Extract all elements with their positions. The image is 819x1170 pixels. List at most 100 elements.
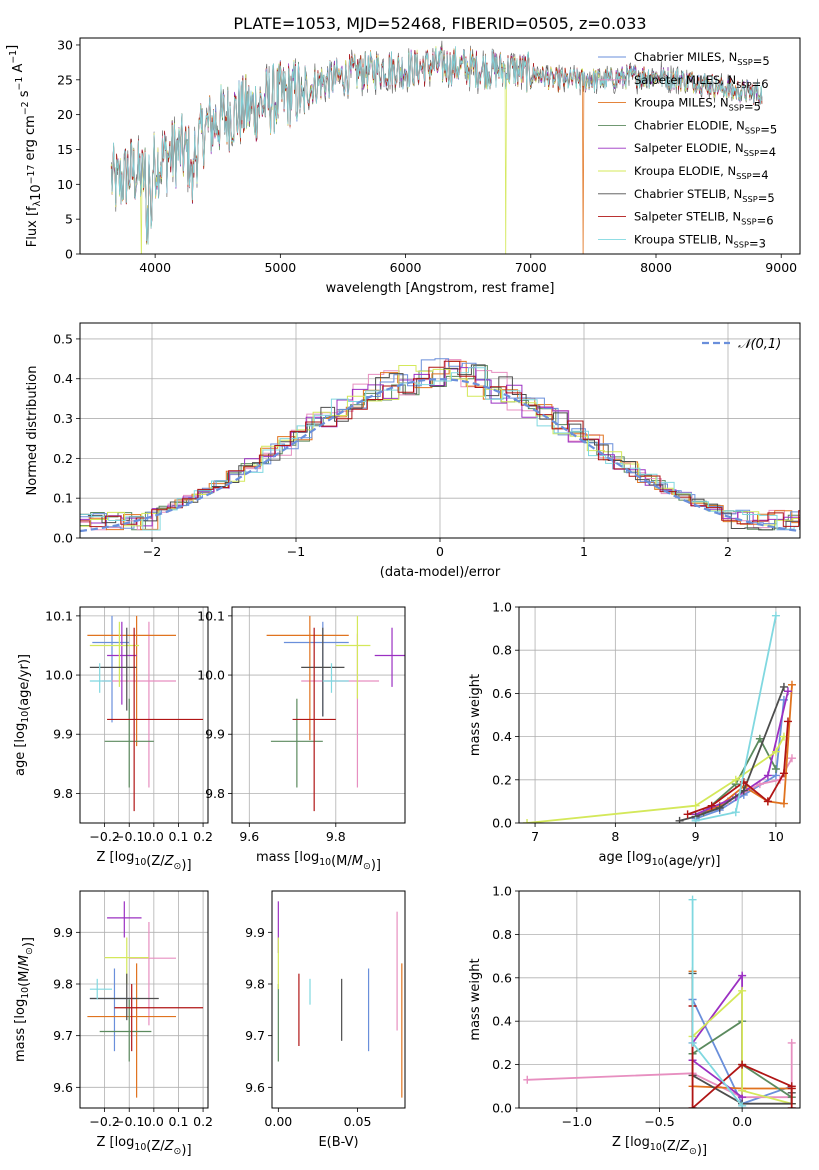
weight-marker — [779, 682, 788, 691]
weight-line — [695, 690, 789, 816]
weight-marker — [787, 754, 796, 763]
y-tick-label: 9.9 — [53, 925, 73, 940]
y-tick-label: 9.9 — [245, 925, 265, 940]
x-tick-label: 5000 — [264, 260, 296, 275]
weight-marker — [683, 810, 692, 819]
plot-area — [80, 358, 800, 533]
y-axis-label: age [log10(age/yr)] — [13, 654, 32, 776]
x-tick-label: 8 — [611, 829, 619, 844]
x-tick-label: 0.00 — [264, 1114, 292, 1129]
y-tick-label: 0.0 — [492, 816, 512, 831]
y-tick-label: 0.8 — [492, 927, 512, 942]
y-tick-label: 0.0 — [53, 531, 73, 546]
panel-residuals: −2 −1 0 1 2 0.0 0.1 0.2 0.3 0.4 0.5 (data-model)/er… — [25, 322, 801, 580]
y-tick-label: 10.1 — [45, 608, 73, 623]
weight-marker — [523, 1075, 532, 1084]
y-tick-label: 9.9 — [53, 727, 73, 742]
panel-age-vs-Z: −0.2−0.1 0.0 0.1 0.2 9.8 9.9 10.0 10.1 Z [log10(… — [13, 606, 213, 873]
x-tick-label: 1 — [580, 544, 588, 559]
legend-label: Chabrier ELODIE, NSSP=5 — [634, 118, 777, 136]
weight-line — [687, 721, 789, 816]
x-tick-label: 0.1 — [169, 829, 189, 844]
x-tick-label: 9 — [692, 829, 700, 844]
x-tick-label: 0.0 — [732, 1114, 752, 1129]
legend-label: Chabrier MILES, NSSP=5 — [634, 50, 770, 68]
plot-area — [110, 40, 763, 254]
y-tick-label: 9.8 — [205, 786, 225, 801]
y-tick-label: 0.2 — [492, 772, 512, 787]
weight-marker — [787, 1038, 796, 1047]
legend-label: Kroupa STELIB, NSSP=3 — [634, 232, 766, 250]
x-axis-label: wavelength [Angstrom, rest frame] — [326, 281, 555, 296]
x-tick-label: 9.6 — [239, 829, 259, 844]
x-tick-label: −0.1 — [114, 829, 144, 844]
weight-marker — [779, 769, 788, 778]
y-tick-label: 0.8 — [492, 643, 512, 658]
plot-area — [523, 895, 796, 1108]
x-tick-label: −0.2 — [89, 829, 119, 844]
weight-marker — [688, 1038, 697, 1047]
weight-marker — [763, 771, 772, 780]
weight-marker — [787, 1104, 796, 1108]
y-axis-label: Flux [fλ10−17 erg cm−2 s−1 A−1] — [5, 45, 44, 247]
axes-frame — [518, 606, 801, 824]
y-tick-label: 9.8 — [245, 977, 265, 992]
y-tick-label: 9.7 — [245, 1028, 265, 1043]
y-tick-label: 0.3 — [53, 411, 73, 426]
axes-frame — [79, 37, 801, 255]
panel-mass-vs-EBV: 0.00 0.05 9.6 9.7 9.8 9.9 E(B-V) — [245, 890, 406, 1150]
y-tick-label: 15 — [57, 142, 73, 157]
y-tick-label: 9.6 — [53, 1080, 73, 1095]
axes-frame — [271, 890, 406, 1109]
panel-massweight-vs-Z: −1.0 −0.5 0.0 0.0 0.2 0.4 0.6 0.8 1.0 Z [log10(Z/… — [468, 884, 801, 1158]
panels: 4000 5000 6000 7000 8000 9000051015202530wave… — [5, 37, 801, 1158]
y-tick-label: 0.2 — [53, 451, 73, 466]
y-tick-label: 1.0 — [492, 884, 512, 899]
y-tick-label: 9.8 — [53, 786, 73, 801]
x-tick-label: 8000 — [640, 260, 672, 275]
axes-frame — [518, 890, 801, 1109]
y-tick-label: 10.0 — [197, 668, 225, 683]
y-tick-label: 10.1 — [197, 608, 225, 623]
x-tick-label: −0.5 — [644, 1114, 674, 1129]
x-axis-label: Z [log10(Z/Z⊙)] — [96, 1135, 191, 1158]
weight-line — [703, 736, 777, 813]
y-tick-label: 9.8 — [53, 977, 73, 992]
x-tick-label: 7 — [531, 829, 539, 844]
x-axis-label: mass [log10(M/M⊙)] — [256, 850, 381, 873]
weight-marker — [731, 775, 740, 784]
y-tick-label: 0.4 — [492, 729, 512, 744]
y-tick-label: 0.0 — [492, 1101, 512, 1116]
x-tick-label: 6000 — [390, 260, 422, 275]
panel-spectrum: 4000 5000 6000 7000 8000 9000 0 5 10 15 20 25 30 wave… — [5, 37, 801, 296]
weight-marker — [771, 747, 780, 756]
weight-marker — [787, 1084, 796, 1093]
weight-marker — [731, 808, 740, 817]
x-axis-label: Z [log10(Z/Z⊙)] — [96, 850, 191, 873]
weight-marker — [707, 801, 716, 810]
x-tick-label: 7000 — [515, 260, 547, 275]
x-tick-label: 2 — [724, 544, 732, 559]
axes-frame — [79, 606, 209, 824]
x-axis-label: age [log10(age/yr)] — [599, 850, 721, 869]
y-tick-label: 25 — [57, 72, 73, 87]
y-tick-label: 0.4 — [492, 1014, 512, 1029]
x-tick-label: 4000 — [139, 260, 171, 275]
y-axis-label: mass weight — [468, 958, 483, 1040]
weight-marker — [691, 816, 700, 823]
y-tick-label: 9.7 — [53, 1028, 73, 1043]
y-tick-label: 0 — [65, 247, 73, 262]
weight-marker — [675, 816, 684, 823]
y-tick-label: 0.6 — [492, 970, 512, 985]
spectrum-line — [110, 46, 763, 245]
y-tick-label: 9.6 — [245, 1080, 265, 1095]
x-tick-label: 9000 — [765, 260, 797, 275]
weight-marker — [779, 799, 788, 808]
panel-massweight-vs-age: 7 8 9 10 0.0 0.2 0.4 0.6 0.8 1.0 age [log10(age/yr… — [468, 600, 801, 869]
normal-curve — [80, 378, 800, 533]
weight-marker — [783, 717, 792, 726]
x-tick-label: 0.2 — [193, 829, 213, 844]
weight-marker — [738, 1060, 747, 1069]
weight-marker — [738, 971, 747, 980]
weight-marker — [783, 687, 792, 696]
